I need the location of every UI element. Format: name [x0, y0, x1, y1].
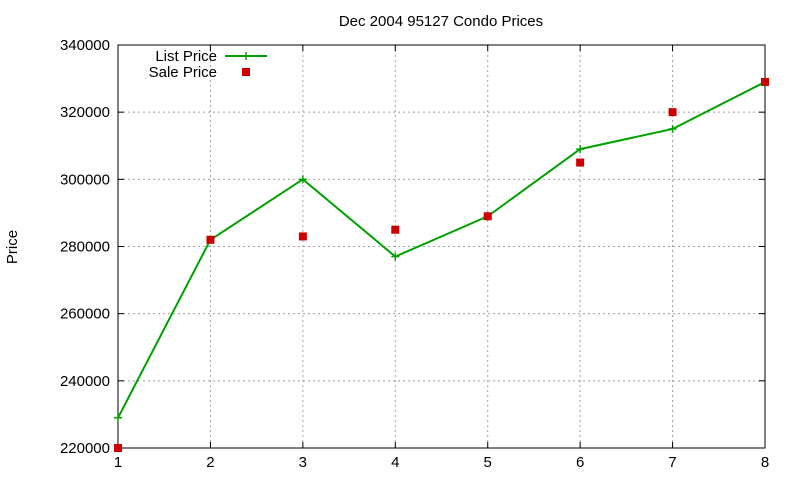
series [114, 77, 769, 452]
x-tick-label: 2 [206, 454, 214, 471]
legend-label: Sale Price [149, 64, 217, 81]
y-tick-label: 220000 [60, 440, 110, 457]
x-tick-label: 3 [299, 454, 307, 471]
y-tick-label: 340000 [60, 37, 110, 54]
series-list-price [114, 77, 769, 422]
sale-price-point [391, 225, 400, 234]
series-sale-price [114, 77, 769, 452]
x-tick-label: 7 [668, 454, 676, 471]
sale-price-point [206, 235, 215, 244]
x-tick-label: 4 [391, 454, 399, 471]
y-axis-label: Price [4, 230, 21, 264]
chart-title: Dec 2004 95127 Condo Prices [339, 13, 543, 30]
y-tick-label: 300000 [60, 171, 110, 188]
x-tick-label: 1 [114, 454, 122, 471]
sale-price-point [761, 77, 769, 86]
sale-price-point [668, 108, 677, 117]
sale-price-point [114, 444, 122, 452]
x-tick-label: 5 [484, 454, 492, 471]
list-price-line [117, 81, 766, 419]
x-tick-label: 6 [576, 454, 584, 471]
y-tick-label: 320000 [60, 104, 110, 121]
y-tick-label: 240000 [60, 373, 110, 390]
grid [118, 45, 765, 448]
axis-ticks: 220000 240000 260000 280000 300000 320000 3400… [60, 37, 769, 471]
sale-price-point [576, 158, 585, 167]
sale-price-point [483, 212, 492, 221]
legend-label: List Price [155, 48, 217, 65]
plot-border [117, 44, 766, 449]
y-tick-label: 280000 [60, 239, 110, 256]
sale-price-point [298, 232, 307, 241]
y-tick-label: 260000 [60, 306, 110, 323]
legend-swatch-marker [242, 68, 250, 76]
x-tick-label: 8 [761, 454, 769, 471]
